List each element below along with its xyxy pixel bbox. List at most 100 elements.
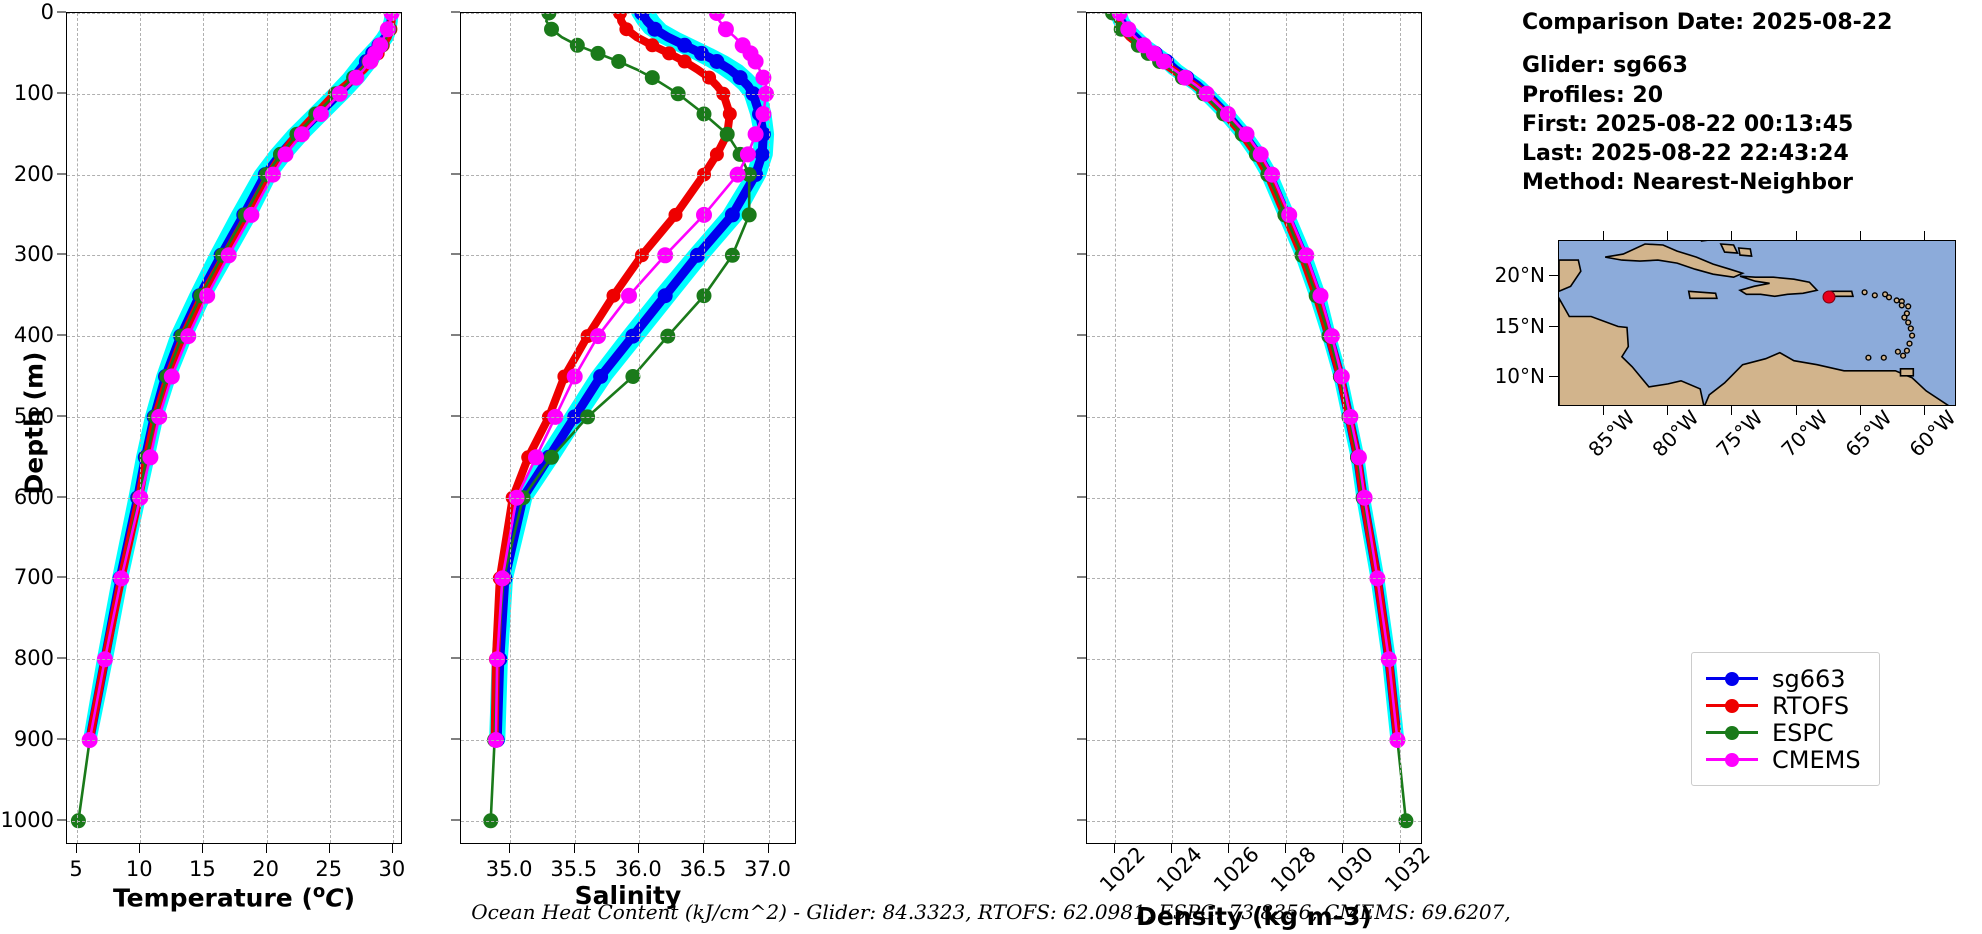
info-profiles: Profiles: 20 (1522, 82, 1664, 108)
gridline-vertical (1343, 13, 1345, 843)
x-tick-label: 35.5 (550, 857, 598, 881)
map-lon-label: 60°W (1904, 405, 1961, 462)
profile-marker-cmems (1333, 368, 1350, 385)
profile-marker-cmems (1238, 126, 1255, 143)
x-tick-mark (139, 844, 141, 853)
y-tick-label: 200 (14, 162, 66, 186)
profile-marker-cmems (755, 106, 772, 122)
profile-marker-sg663 (634, 13, 650, 21)
profile-marker-cmems (1369, 570, 1386, 587)
caribbean-map[interactable] (1558, 240, 1956, 406)
x-tick-mark (1228, 844, 1230, 853)
landmass-shape (1719, 243, 1739, 255)
y-tick-label: 700 (14, 565, 66, 589)
map-latitude-ticks: 10°N 15°N 20°N (1495, 240, 1956, 406)
gridline-horizontal (67, 255, 401, 257)
profile-marker-cmems (1298, 247, 1315, 264)
profile-marker-rtofs (677, 54, 692, 69)
profile-marker-sg663 (677, 37, 693, 53)
y-tick-label: 300 (14, 242, 66, 266)
island-dot (1880, 354, 1887, 361)
gridline-horizontal (1087, 93, 1421, 95)
gridline-vertical (1115, 13, 1117, 843)
profile-marker-sg663 (693, 45, 709, 61)
legend-item-cmems[interactable]: CMEMS (1706, 746, 1861, 774)
island-dot (1900, 352, 1907, 359)
x-tick-mark (1171, 844, 1173, 853)
legend-item-rtofs[interactable]: RTOFS (1706, 692, 1861, 720)
profile-marker-espc (625, 369, 641, 384)
map-coastlines (1559, 241, 1950, 405)
profile-marker-cmems (220, 247, 237, 264)
x-tick-mark (265, 844, 267, 853)
x-tick-mark (391, 844, 393, 853)
comparison-info-block: Comparison Date: 2025-08-22 Glider: sg66… (1522, 8, 1892, 198)
map-lon-tick-top (1667, 231, 1669, 240)
gridline-vertical (203, 13, 205, 843)
gridline-vertical (329, 13, 331, 843)
gridline-horizontal (1087, 659, 1421, 661)
profile-marker-espc (544, 449, 559, 465)
gridline-horizontal (67, 416, 401, 418)
y-tick-label: 500 (14, 404, 66, 428)
profile-marker-cmems (348, 69, 365, 86)
profile-marker-cmems (621, 287, 637, 304)
x-tick-label: 20 (252, 857, 279, 881)
x-tick-label: 5 (69, 857, 83, 881)
gridline-vertical (574, 13, 576, 843)
temperature-plot-area (66, 12, 402, 844)
landmass-shape (1687, 290, 1718, 300)
profile-marker-cmems (293, 126, 310, 143)
profile-marker-sg663 (754, 146, 770, 162)
profile-marker-sg663 (647, 21, 663, 37)
profile-marker-cmems (528, 449, 544, 466)
y-tick-label: 800 (14, 646, 66, 670)
y-tick-label: 900 (14, 727, 66, 751)
map-lat-tick (1549, 325, 1558, 327)
legend-swatch-icon (1706, 696, 1758, 716)
legend-item-espc[interactable]: ESPC (1706, 719, 1861, 747)
density-ticks: 1022 1024 1026 1028 1030 1032 (1086, 12, 1436, 897)
map-lon-tick-top (1731, 231, 1733, 240)
profile-marker-cmems (755, 69, 772, 86)
x-tick-label: 35.0 (485, 857, 533, 881)
gridline-vertical (703, 13, 705, 843)
gridline-horizontal (461, 578, 795, 580)
profile-marker-cmems (113, 570, 130, 587)
gridline-horizontal (1087, 739, 1421, 741)
x-tick-mark (1114, 844, 1116, 853)
island-dot (1906, 340, 1913, 347)
gridline-horizontal (67, 336, 401, 338)
profile-marker-espc (569, 37, 585, 53)
map-lon-label: 75°W (1711, 405, 1768, 462)
map-lon-label: 85°W (1583, 405, 1640, 462)
profile-marker-rtofs (645, 38, 660, 53)
gridline-horizontal (461, 13, 795, 14)
salinity-curves (483, 13, 775, 829)
island-dot (1909, 332, 1916, 339)
island-dot (1861, 289, 1868, 296)
profile-marker-cmems (739, 146, 756, 163)
profile-marker-espc (724, 247, 740, 263)
profile-marker-cmems (1219, 106, 1236, 122)
gridline-horizontal (461, 174, 795, 176)
profile-marker-cmems (747, 53, 764, 70)
profile-marker-sg663 (593, 369, 609, 384)
gridline-vertical (77, 13, 79, 843)
legend-item-sg663[interactable]: sg663 (1706, 665, 1861, 693)
legend-swatch-icon (1706, 750, 1758, 770)
x-tick-mark (328, 844, 330, 853)
profile-marker-cmems (1350, 449, 1367, 466)
profile-marker-espc (741, 207, 757, 223)
profile-marker-cmems (1281, 206, 1298, 223)
info-comparison-date: Comparison Date: 2025-08-22 (1522, 10, 1893, 35)
profile-marker-rtofs (668, 207, 683, 222)
profile-marker-rtofs (709, 147, 724, 162)
map-lon-tick-top (1923, 231, 1925, 240)
info-last: Last: 2025-08-22 22:43:24 (1522, 141, 1849, 166)
x-tick-label: 10 (125, 857, 153, 881)
profile-marker-rtofs (662, 46, 677, 61)
x-tick-label: 1022 (1095, 842, 1151, 897)
profile-marker-cmems (1177, 69, 1194, 86)
